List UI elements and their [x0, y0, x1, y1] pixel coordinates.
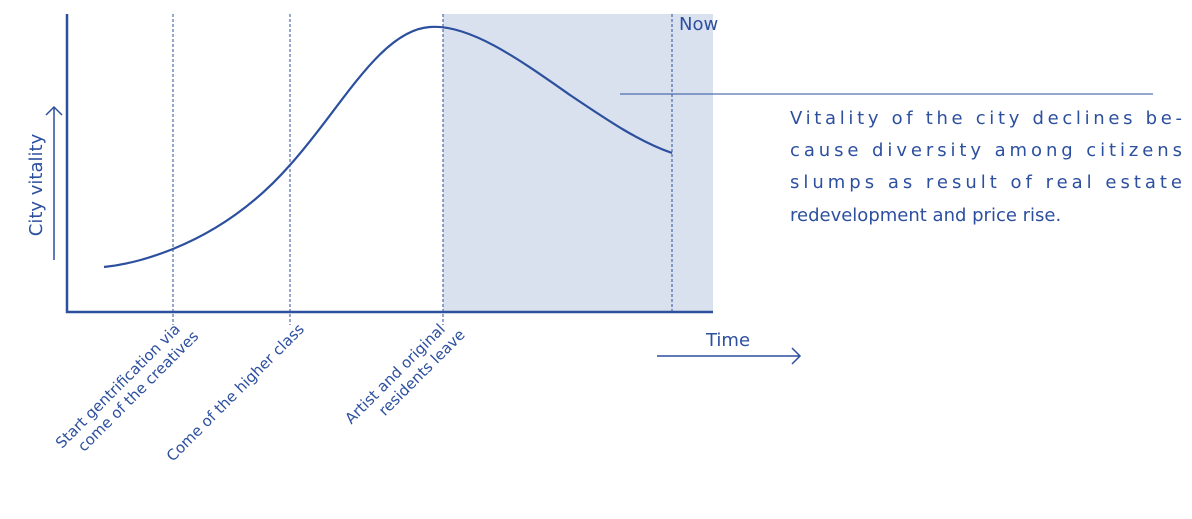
shaded-period [443, 14, 713, 312]
annotation-text: slumps as result of real estate [790, 172, 1182, 193]
vitality-curve [103, 25, 673, 269]
phase-label: Artist and original residents leave [341, 320, 468, 427]
annotation-text: redevelopment and price rise. [790, 205, 1061, 226]
y-axis-title: City vitality [26, 105, 63, 260]
annotation-text: cause diversity among citizens [790, 140, 1182, 161]
y-axis-label: City vitality [26, 133, 47, 236]
axes [65, 14, 713, 314]
now-label: Now [679, 14, 718, 35]
phase-text: Start gentrification via [52, 320, 184, 452]
x-axis-label: Time [705, 330, 750, 351]
x-arrowhead [791, 347, 802, 365]
y-arrowhead [45, 105, 63, 116]
annotation-text: Vitality of the city declines be- [790, 108, 1182, 129]
